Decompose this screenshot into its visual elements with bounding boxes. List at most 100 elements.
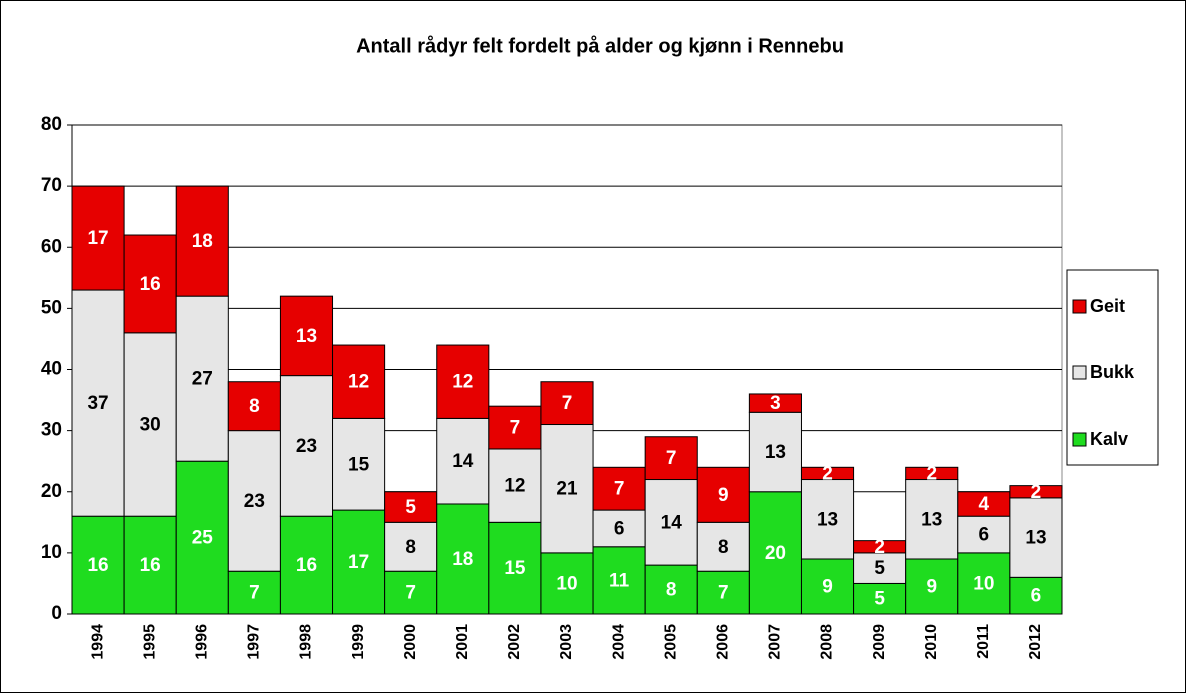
bar-segment xyxy=(384,491,438,523)
bar-segment xyxy=(227,381,281,432)
bar-segment xyxy=(279,515,334,615)
data-label: 11 xyxy=(609,570,630,591)
data-label: 23 xyxy=(296,436,317,457)
data-label: 8 xyxy=(249,396,260,417)
data-label: 13 xyxy=(1025,528,1046,549)
bar-segment xyxy=(592,466,646,511)
bar-segment xyxy=(800,466,855,481)
x-tick-label: 2000 xyxy=(402,624,419,660)
y-tick-label: 80 xyxy=(41,114,62,135)
data-label: 37 xyxy=(87,393,108,414)
bar-segment xyxy=(71,185,125,291)
x-tick-label: 1999 xyxy=(350,624,367,660)
x-tick-label: 1998 xyxy=(298,624,315,660)
bar-segment xyxy=(332,344,386,419)
data-label: 14 xyxy=(452,451,474,472)
bar-segment xyxy=(436,344,490,419)
bar-segment xyxy=(905,466,959,481)
data-label: 13 xyxy=(765,442,786,463)
x-tick-label: 2004 xyxy=(610,624,627,660)
x-tick-label: 2005 xyxy=(662,624,679,660)
data-label: 4 xyxy=(979,494,990,515)
y-tick-label: 60 xyxy=(41,236,62,257)
bar-segment xyxy=(279,295,334,377)
bar-segment xyxy=(1009,497,1063,578)
data-label: 16 xyxy=(87,555,108,576)
data-label: 7 xyxy=(614,479,625,500)
legend-swatch xyxy=(1072,365,1087,380)
data-label: 13 xyxy=(296,326,317,347)
bar-segment xyxy=(1009,485,1063,499)
data-label: 18 xyxy=(192,231,213,252)
data-label: 2 xyxy=(874,537,885,558)
bar-segment xyxy=(540,552,594,615)
data-label: 12 xyxy=(504,476,525,497)
data-label: 12 xyxy=(348,372,369,393)
bar-segment xyxy=(957,515,1011,554)
legend-label: Bukk xyxy=(1090,362,1135,382)
y-tick-label: 70 xyxy=(41,175,62,196)
x-tick-label: 1997 xyxy=(246,624,263,660)
data-label: 18 xyxy=(452,549,473,570)
data-label: 8 xyxy=(405,537,416,558)
data-label: 30 xyxy=(140,415,161,436)
data-label: 16 xyxy=(140,274,161,295)
data-label: 5 xyxy=(874,558,885,579)
data-label: 5 xyxy=(405,497,416,518)
x-tick-label: 2008 xyxy=(819,624,836,660)
bar-segment xyxy=(227,570,281,615)
x-tick-label: 1996 xyxy=(193,624,210,660)
x-tick-label: 2006 xyxy=(715,624,732,660)
legend-label: Kalv xyxy=(1090,429,1128,449)
data-label: 7 xyxy=(510,418,521,439)
data-label: 21 xyxy=(556,479,578,500)
bar-segment xyxy=(800,479,855,560)
bar-segment xyxy=(748,491,802,615)
data-label: 9 xyxy=(926,577,937,598)
data-label: 7 xyxy=(666,448,677,469)
bar-segment xyxy=(123,332,177,517)
data-label: 12 xyxy=(452,372,473,393)
bar-segment xyxy=(905,558,959,615)
data-label: 16 xyxy=(296,555,317,576)
data-label: 17 xyxy=(348,552,369,573)
data-label: 7 xyxy=(562,393,573,414)
bar-segment xyxy=(436,503,490,615)
data-label: 2 xyxy=(1031,482,1042,503)
data-label: 6 xyxy=(979,525,990,546)
chart-title: Antall rådyr felt fordelt på alder og kj… xyxy=(356,34,844,57)
data-label: 15 xyxy=(348,454,370,475)
data-label: 7 xyxy=(249,583,260,604)
x-tick-label: 1994 xyxy=(89,624,106,660)
y-tick-label: 40 xyxy=(41,359,62,380)
bar-segment xyxy=(384,521,438,572)
bar-segment xyxy=(384,570,438,615)
bar-segment xyxy=(1009,576,1063,615)
x-tick-label: 2001 xyxy=(454,624,471,660)
bar-segment xyxy=(905,479,959,560)
data-label: 3 xyxy=(770,393,781,414)
bar-segment xyxy=(540,424,594,554)
bar-segment xyxy=(540,381,594,426)
data-label: 16 xyxy=(140,555,161,576)
y-tick-label: 0 xyxy=(51,603,62,624)
bar-segment xyxy=(853,552,907,584)
bar-segment xyxy=(227,430,281,572)
data-label: 8 xyxy=(718,537,729,558)
data-label: 13 xyxy=(817,509,838,530)
data-label: 27 xyxy=(192,369,213,390)
data-label: 2 xyxy=(926,463,937,484)
data-label: 17 xyxy=(87,228,108,249)
data-label: 10 xyxy=(556,573,577,594)
y-tick-label: 10 xyxy=(41,542,62,563)
data-label: 6 xyxy=(1031,586,1042,607)
bar-segment xyxy=(332,509,386,615)
x-tick-label: 2011 xyxy=(975,624,992,659)
y-tick-label: 30 xyxy=(41,420,62,441)
data-label: 13 xyxy=(921,509,942,530)
x-tick-label: 2007 xyxy=(767,624,784,660)
data-label: 7 xyxy=(405,583,416,604)
x-tick-label: 2009 xyxy=(871,624,888,660)
